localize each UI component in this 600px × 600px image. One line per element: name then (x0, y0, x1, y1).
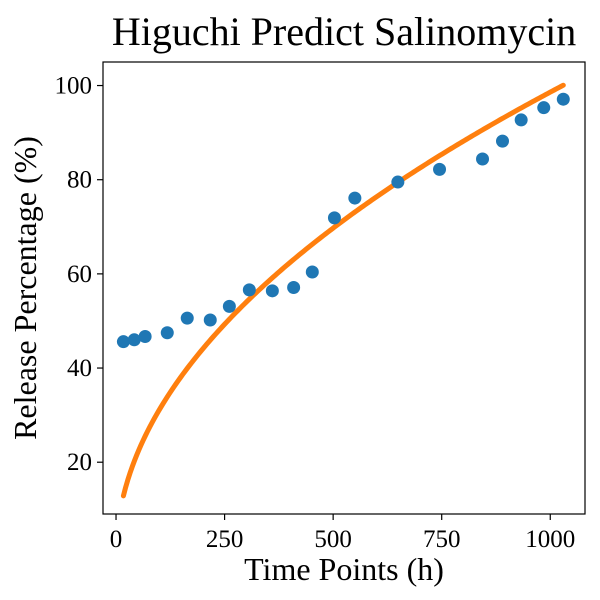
data-point (391, 175, 405, 189)
y-axis-label: Release Percentage (%) (7, 136, 43, 440)
data-point (265, 284, 279, 298)
y-tick-label: 80 (67, 167, 92, 194)
x-tick-label: 750 (423, 526, 461, 553)
data-point (496, 134, 509, 148)
plot-area (102, 61, 586, 515)
data-point (242, 283, 256, 297)
chart-title: Higuchi Predict Salinomycin (112, 9, 576, 54)
data-point (116, 335, 130, 349)
x-tick-label: 1000 (525, 526, 575, 553)
data-point (180, 311, 194, 325)
data-point (476, 152, 490, 166)
data-point (203, 313, 217, 327)
y-axis: 20 40 60 80 100 (55, 73, 103, 476)
data-point (514, 113, 528, 127)
data-point (138, 330, 152, 343)
x-axis: 0 250 500 750 1000 (110, 514, 575, 553)
data-point (160, 326, 174, 340)
data-point (327, 211, 341, 225)
data-point (433, 162, 447, 176)
axes-frame (102, 61, 586, 515)
y-tick-label: 40 (67, 355, 92, 382)
x-axis-label: Time Points (h) (244, 551, 444, 587)
x-tick-label: 0 (110, 526, 123, 553)
x-tick-label: 500 (314, 526, 352, 553)
y-tick-label: 100 (55, 73, 93, 100)
data-point (305, 265, 319, 279)
y-tick-label: 20 (67, 449, 92, 476)
data-point (287, 281, 301, 295)
x-tick-label: 250 (206, 526, 244, 553)
y-tick-label: 60 (67, 261, 92, 288)
data-point (556, 92, 570, 106)
data-point (222, 299, 236, 313)
data-point (127, 333, 141, 347)
data-point (348, 191, 362, 205)
higuchi-fit-line (120, 82, 566, 499)
data-point (537, 101, 551, 115)
